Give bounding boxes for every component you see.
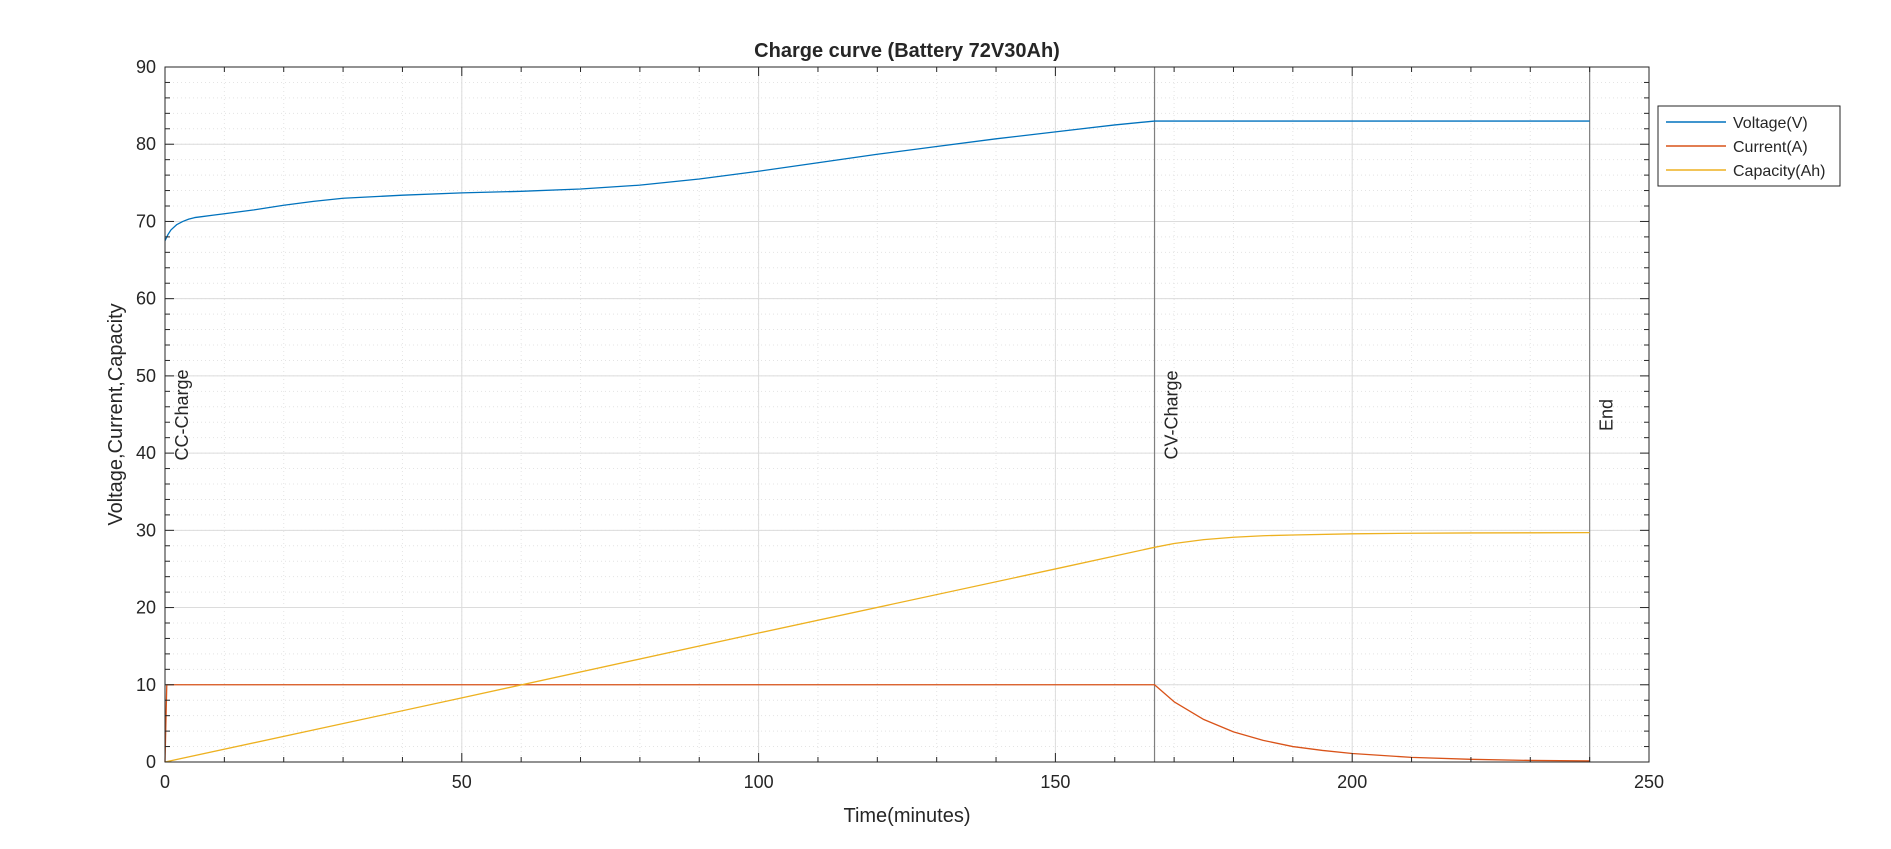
y-tick-label: 70 — [136, 211, 156, 231]
axes — [164, 66, 1650, 763]
major-grid — [164, 66, 1650, 763]
y-tick-label: 80 — [136, 134, 156, 154]
vertical-markers: CC-Charge CV-Charge End — [172, 67, 1617, 762]
marker-label-0: CC-Charge — [172, 369, 192, 460]
y-tick-label: 20 — [136, 598, 156, 618]
marker-label-2: End — [1597, 399, 1617, 431]
y-tick-label: 0 — [146, 752, 156, 772]
y-tick-label: 90 — [136, 57, 156, 77]
x-tick-label: 0 — [160, 772, 170, 792]
x-tick-label: 250 — [1634, 772, 1664, 792]
y-tick-label: 10 — [136, 675, 156, 695]
series-line-1 — [164, 684, 1590, 763]
legend-label-1: Current(A) — [1733, 139, 1808, 156]
y-tick-label: 60 — [136, 289, 156, 309]
chart-title: Charge curve (Battery 72V30Ah) — [754, 40, 1060, 62]
x-axis-label: Time(minutes) — [843, 805, 970, 827]
minor-grid — [164, 66, 1650, 763]
series-line-2 — [164, 532, 1590, 763]
x-tick-label: 50 — [452, 772, 472, 792]
marker-label-1: CV-Charge — [1162, 370, 1182, 459]
legend: Voltage(V) Current(A) Capacity(Ah) — [1657, 105, 1841, 187]
y-axis-label: Voltage,Current,Capacity — [105, 303, 127, 525]
legend-label-2: Capacity(Ah) — [1733, 163, 1825, 180]
ticks: 0 50 100 150 200 250 0 10 20 30 40 50 60 70 80 90 — [136, 57, 1664, 792]
x-tick-label: 200 — [1337, 772, 1367, 792]
series-line-0 — [164, 120, 1590, 242]
y-tick-label: 50 — [136, 366, 156, 386]
y-tick-label: 40 — [136, 443, 156, 463]
series-lines — [164, 120, 1590, 763]
legend-label-0: Voltage(V) — [1733, 115, 1808, 132]
x-tick-label: 150 — [1040, 772, 1070, 792]
y-tick-label: 30 — [136, 520, 156, 540]
plot-frame — [164, 66, 1650, 763]
x-tick-label: 100 — [744, 772, 774, 792]
